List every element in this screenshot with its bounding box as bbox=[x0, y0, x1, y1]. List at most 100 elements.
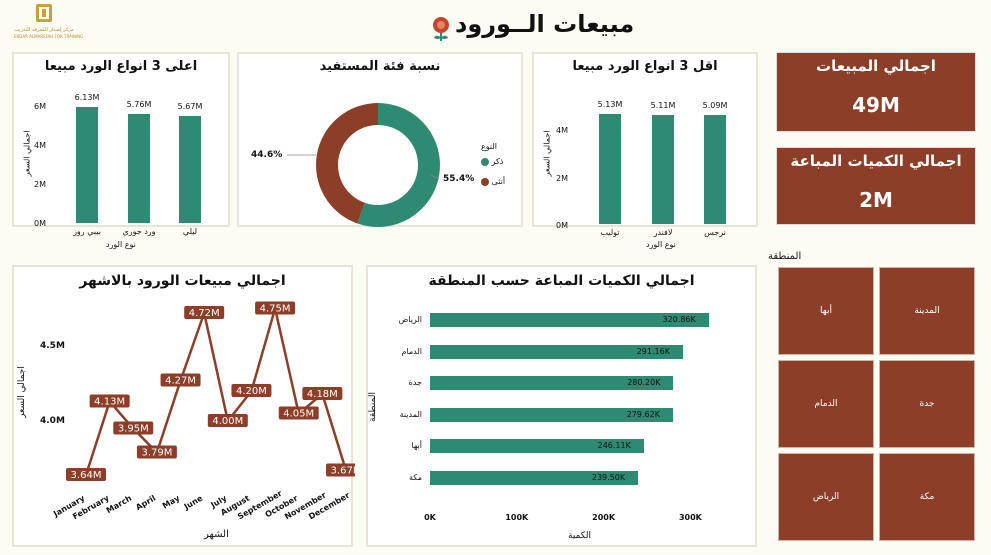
slice-male[interactable] bbox=[357, 103, 441, 227]
logo: مركز إصدار المعرفة للتدريب ERDAR ALMAREF… bbox=[14, 4, 84, 42]
slicer-tile[interactable]: الرياض bbox=[778, 453, 874, 541]
data-label: 4.13M bbox=[89, 394, 130, 408]
y-tick: أبها bbox=[411, 441, 422, 450]
legend-female[interactable]: أنثى bbox=[481, 177, 505, 186]
x-tick: ورد جوري bbox=[122, 227, 156, 236]
x-axis-label: نوع الورد bbox=[106, 240, 136, 249]
y-axis-label: اجمالي السعر bbox=[22, 130, 32, 177]
svg-text:3.64M: 3.64M bbox=[71, 470, 102, 481]
y-tick: الرياض bbox=[398, 315, 422, 324]
slicer-tile[interactable]: أبها bbox=[778, 267, 874, 355]
data-label: 3.67M bbox=[326, 463, 355, 477]
region-slicer: المدينة أبها جدة الدمام مكة الرياض bbox=[778, 267, 976, 545]
data-label: 3.64M bbox=[66, 468, 106, 481]
svg-text:4.18M: 4.18M bbox=[307, 389, 338, 400]
x-tick: بيبي روز bbox=[73, 227, 101, 236]
data-label: 5.09M bbox=[702, 100, 728, 110]
chart-title: اجمالي الكميات المباعة حسب المنطقة bbox=[428, 273, 695, 289]
svg-text:4.75M: 4.75M bbox=[260, 304, 291, 315]
chart-title: اقل 3 انواع الورد مبيعا bbox=[572, 59, 718, 74]
y-tick: 2M bbox=[556, 174, 568, 183]
legend-title: النوع bbox=[481, 142, 497, 151]
data-label: 5.11M bbox=[650, 100, 676, 110]
y-tick: جدة bbox=[408, 378, 422, 387]
bar bbox=[652, 114, 674, 224]
y-tick: المدينة bbox=[399, 409, 422, 419]
data-label: 4.72M bbox=[184, 306, 225, 319]
x-tick: نرجس bbox=[704, 228, 726, 237]
x-axis-label: نوع الورد bbox=[646, 240, 676, 249]
chart-title: اعلى 3 انواع الورد مبيعا bbox=[44, 59, 198, 74]
x-tick: ليلي bbox=[182, 227, 198, 236]
data-label: 4.00M bbox=[207, 414, 248, 427]
y-tick: 0M bbox=[556, 221, 568, 230]
bar bbox=[704, 114, 726, 224]
y-tick: 4.5M bbox=[40, 341, 65, 351]
header: مركز إصدار المعرفة للتدريب ERDAR ALMAREF… bbox=[0, 0, 991, 46]
y-tick: 6M bbox=[34, 102, 46, 111]
kpi-total-sales: اجمالي المبيعات 49M bbox=[776, 52, 976, 132]
kpi-value: 2M bbox=[859, 188, 893, 212]
slice-female[interactable] bbox=[316, 103, 378, 224]
logo-subtext: ERDAR ALMAREFAH FOR TRAINING bbox=[14, 34, 84, 39]
legend-dot bbox=[481, 177, 489, 186]
y-tick: الدمام bbox=[401, 346, 422, 356]
kpi-value: 49M bbox=[852, 93, 900, 117]
data-label: 291.16K bbox=[636, 346, 670, 356]
slice-label-male: 55.4% bbox=[443, 174, 475, 184]
data-label: 280.20K bbox=[627, 378, 661, 387]
slicer-tile[interactable]: المدينة bbox=[879, 267, 975, 355]
slicer-tile[interactable]: مكة bbox=[879, 453, 975, 541]
chart-title: اجمالي مبيعات الورود بالاشهر bbox=[79, 273, 286, 289]
x-tick: 300K bbox=[678, 513, 702, 522]
bar bbox=[599, 114, 621, 224]
y-tick: 4M bbox=[34, 141, 46, 150]
slicer-tile[interactable]: الدمام bbox=[778, 360, 874, 448]
bar bbox=[430, 376, 674, 390]
data-label: 4.27M bbox=[160, 373, 201, 387]
y-tick: مكة bbox=[409, 472, 422, 482]
svg-text:3.67M: 3.67M bbox=[331, 466, 355, 477]
donut-chart bbox=[287, 103, 441, 227]
svg-text:4.05M: 4.05M bbox=[283, 409, 314, 420]
svg-text:3.95M: 3.95M bbox=[118, 424, 149, 435]
legend-label: ذكر bbox=[491, 157, 504, 166]
bottom3-chart[interactable]: اقل 3 انواع الورد مبيعا اجمالي السعر 4M … bbox=[532, 52, 758, 249]
x-tick: لافندر bbox=[653, 228, 673, 237]
y-tick: 4.0M bbox=[40, 416, 65, 426]
data-label: 239.50K bbox=[591, 472, 626, 482]
svg-text:4.27M: 4.27M bbox=[165, 376, 196, 387]
x-axis-label: الكمية bbox=[568, 531, 591, 541]
bar bbox=[179, 115, 201, 223]
data-label: 4.18M bbox=[302, 387, 343, 400]
data-label: 5.13M bbox=[597, 100, 623, 110]
page-title: مبيعات الــورود bbox=[455, 10, 635, 38]
x-tick: توليب bbox=[600, 228, 620, 237]
slicer-tile[interactable]: جدة bbox=[879, 360, 975, 448]
svg-text:4.72M: 4.72M bbox=[189, 308, 220, 319]
svg-text:4.00M: 4.00M bbox=[212, 416, 243, 427]
region-quantity-chart[interactable]: اجمالي الكميات المباعة حسب المنطقة المنط… bbox=[366, 265, 757, 547]
data-label: 3.79M bbox=[136, 445, 177, 459]
y-tick: 4M bbox=[556, 126, 568, 135]
logo-mark-icon bbox=[36, 4, 52, 22]
chart-title: نسبة فئة المستفيد bbox=[319, 59, 441, 74]
svg-text:4.13M: 4.13M bbox=[94, 397, 125, 408]
data-label: 246.11K bbox=[597, 441, 631, 450]
monthly-sales-chart[interactable]: اجمالي مبيعات الورود بالاشهر اجمالي السع… bbox=[12, 265, 355, 547]
legend-label: أنثى bbox=[491, 177, 506, 186]
bar bbox=[430, 439, 644, 453]
top3-chart[interactable]: اعلى 3 انواع الورد مبيعا اجمالي السعر 6M… bbox=[12, 52, 230, 249]
data-label: 279.62K bbox=[626, 409, 660, 419]
line-plot: 3.64M 4.13M 3.95M 3.79M 4.27M 4.72M 4.00M 4.20M… bbox=[66, 301, 355, 481]
legend-male[interactable]: ذكر bbox=[481, 157, 503, 166]
x-axis-label: الشهر bbox=[204, 529, 229, 540]
kpi-total-quantity: اجمالي الكميات المباعة 2M bbox=[776, 147, 976, 225]
y-axis-label: اجمالي السعر bbox=[542, 130, 552, 177]
slicer-title: المنطقة bbox=[768, 251, 802, 262]
beneficiary-donut[interactable]: نسبة فئة المستفيد النوع ذكر أنثى 44.6% 5… bbox=[237, 52, 523, 227]
bar bbox=[76, 106, 98, 223]
data-label: 320.86K bbox=[662, 315, 696, 324]
x-tick: 0K bbox=[424, 513, 436, 522]
